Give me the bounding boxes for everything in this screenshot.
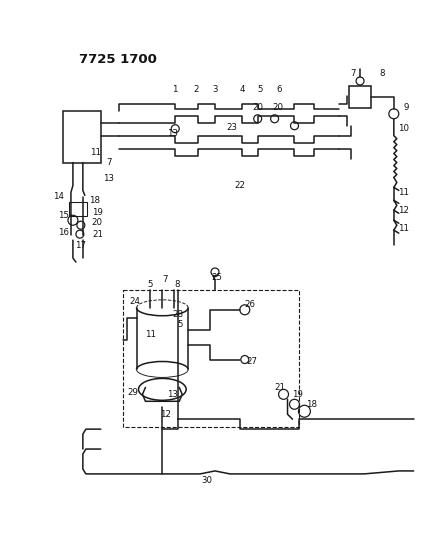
Text: 7: 7 — [106, 158, 111, 167]
Text: 13: 13 — [167, 129, 178, 138]
Bar — [122, 290, 300, 427]
Text: 11: 11 — [90, 148, 101, 157]
Text: 7: 7 — [351, 69, 356, 77]
Text: 28: 28 — [173, 310, 184, 319]
Text: 24: 24 — [129, 297, 140, 306]
Text: 7725 1700: 7725 1700 — [79, 53, 157, 66]
Text: 2: 2 — [193, 85, 199, 94]
Text: 26: 26 — [244, 300, 255, 309]
Text: 7: 7 — [163, 276, 168, 285]
Text: 12: 12 — [398, 206, 409, 215]
Text: 20: 20 — [91, 218, 102, 227]
Text: 9: 9 — [403, 103, 408, 112]
Text: 11: 11 — [145, 330, 156, 339]
Text: 21: 21 — [92, 230, 103, 239]
Text: 30: 30 — [202, 477, 213, 486]
Text: 14: 14 — [54, 192, 65, 201]
Text: 10: 10 — [398, 124, 409, 133]
Text: 1: 1 — [172, 85, 178, 94]
Text: 18: 18 — [89, 196, 100, 205]
Text: 20: 20 — [252, 103, 263, 112]
Bar — [63, 111, 101, 163]
Text: 17: 17 — [75, 240, 86, 249]
Text: 4: 4 — [239, 85, 244, 94]
Text: 12: 12 — [160, 410, 171, 419]
Text: 20: 20 — [272, 103, 283, 112]
Text: 18: 18 — [306, 400, 317, 409]
Text: 3: 3 — [212, 85, 218, 94]
Text: 19: 19 — [92, 208, 103, 217]
Text: 5: 5 — [148, 280, 153, 289]
Text: 15: 15 — [59, 211, 69, 220]
Text: 16: 16 — [59, 228, 69, 237]
Text: 27: 27 — [246, 357, 257, 366]
Text: 5: 5 — [178, 320, 183, 329]
Text: 22: 22 — [235, 181, 245, 190]
Text: 8: 8 — [175, 280, 180, 289]
Bar — [349, 86, 371, 108]
Text: 13: 13 — [103, 174, 114, 183]
Bar — [69, 203, 87, 216]
Text: 6: 6 — [277, 85, 282, 94]
Text: 21: 21 — [274, 383, 285, 392]
Text: 8: 8 — [379, 69, 385, 77]
Text: 25: 25 — [211, 273, 223, 282]
Text: 19: 19 — [292, 390, 303, 399]
Text: 11: 11 — [398, 188, 409, 197]
Text: 13: 13 — [167, 390, 178, 399]
Text: 29: 29 — [127, 388, 138, 397]
Text: 23: 23 — [226, 123, 238, 132]
Text: 11: 11 — [398, 224, 409, 233]
Text: 5: 5 — [257, 85, 262, 94]
